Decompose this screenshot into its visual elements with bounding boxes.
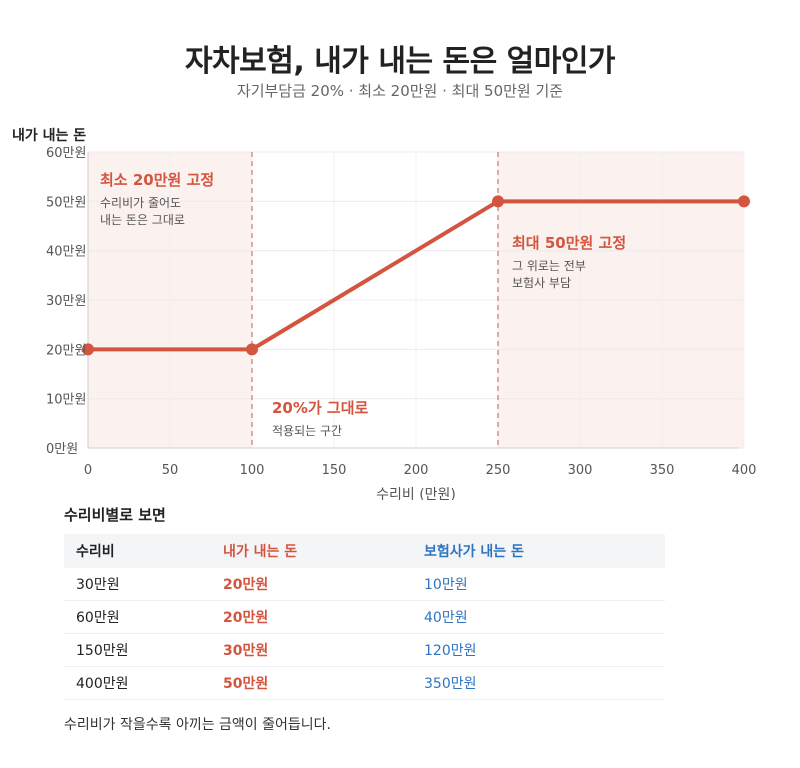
annotation-max-line2: 보험사 부담 [512, 276, 571, 290]
annotation-mid-line1: 적용되는 구간 [272, 424, 342, 438]
chart: 0만원 10만원 20만원 30만원 40만원 50만원 60만원 0 50 100 150 200 2… [12, 128, 757, 500]
cell-repair-cost: 400만원 [76, 676, 129, 692]
x-tick-label: 200 [404, 463, 429, 478]
y-tick-label: 50만원 [46, 195, 86, 210]
table-row: 60만원 20만원 40만원 [64, 601, 665, 634]
x-tick-label: 150 [322, 463, 347, 478]
data-point [246, 343, 258, 356]
annotation-min-line2: 내는 돈은 그대로 [100, 213, 185, 227]
annotation-min-title: 최소 20만원 고정 [100, 171, 214, 189]
cell-my-cost: 30만원 [223, 643, 269, 659]
table-row: 150만원 30만원 120만원 [64, 634, 665, 667]
series-line [86, 199, 746, 352]
x-tick-label: 400 [732, 463, 757, 478]
cost-table: 수리비 내가 내는 돈 보험사가 내는 돈 30만원 20만원 10만원 60만… [64, 534, 665, 700]
annotation-min-line1: 수리비가 줄어도 [100, 196, 181, 210]
x-axis-label: 수리비 (만원) [376, 487, 456, 500]
x-tick-label: 100 [240, 463, 265, 478]
y-tick-label: 30만원 [46, 294, 86, 309]
x-tick-label: 50 [162, 463, 179, 478]
footnote: 수리비가 작을수록 아끼는 금액이 줄어듭니다. [64, 717, 331, 733]
data-point [492, 195, 504, 208]
page-subtitle: 자기부담금 20% · 최소 20만원 · 최대 50만원 기준 [236, 82, 564, 100]
annotation-mid-title: 20%가 그대로 [272, 399, 369, 417]
annotation-max-line1: 그 위로는 전부 [512, 259, 586, 273]
cell-my-cost: 20만원 [223, 577, 269, 593]
cell-insurer-cost: 120만원 [424, 643, 477, 659]
data-point [738, 195, 750, 208]
cell-insurer-cost: 10만원 [424, 577, 468, 593]
y-tick-label: 60만원 [46, 146, 86, 161]
annotation-max-title: 최대 50만원 고정 [512, 234, 626, 252]
x-tick-label: 0 [84, 463, 92, 478]
header-repair-cost: 수리비 [76, 544, 115, 560]
x-tick-label: 350 [650, 463, 675, 478]
header-insurer-cost: 보험사가 내는 돈 [424, 544, 524, 560]
table-title: 수리비별로 보면 [64, 506, 166, 524]
page-title: 자차보험, 내가 내는 돈은 얼마인가 [184, 44, 616, 79]
table-row: 400만원 50만원 350만원 [64, 667, 665, 700]
y-tick-label: 20만원 [46, 343, 86, 358]
y-tick-label: 10만원 [46, 393, 86, 408]
cell-repair-cost: 60만원 [76, 610, 120, 626]
cell-insurer-cost: 40만원 [424, 610, 468, 626]
data-point [82, 343, 94, 356]
cell-repair-cost: 150만원 [76, 643, 129, 659]
cell-my-cost: 20만원 [223, 610, 269, 626]
x-tick-label: 250 [486, 463, 511, 478]
cell-repair-cost: 30만원 [76, 577, 120, 593]
table-header: 수리비 내가 내는 돈 보험사가 내는 돈 [64, 534, 665, 568]
x-tick-label: 300 [568, 463, 593, 478]
header-my-cost: 내가 내는 돈 [223, 544, 298, 560]
y-axis-label: 내가 내는 돈 [12, 128, 86, 144]
y-tick-label: 0만원 [46, 442, 78, 457]
cell-my-cost: 50만원 [223, 676, 269, 692]
y-tick-label: 40만원 [46, 245, 86, 260]
table-row: 30만원 20만원 10만원 [64, 568, 665, 601]
cell-insurer-cost: 350만원 [424, 676, 477, 692]
